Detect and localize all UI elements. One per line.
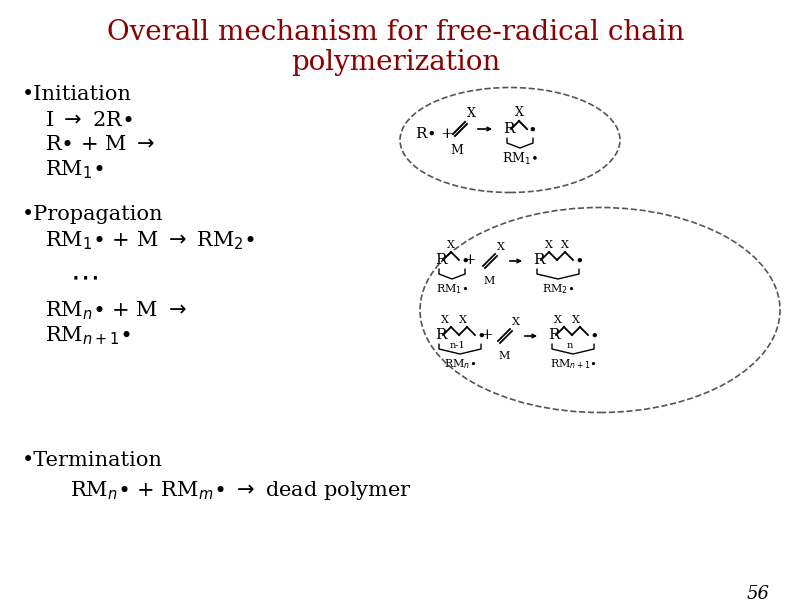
Text: R: R	[533, 253, 545, 267]
Text: X: X	[459, 315, 467, 325]
Text: RM$_1$$\bullet$: RM$_1$$\bullet$	[436, 282, 468, 296]
Text: $\cdots$: $\cdots$	[70, 263, 98, 291]
Text: R: R	[435, 328, 447, 342]
Text: M: M	[498, 351, 510, 361]
Text: RM$_{n+1}$$\bullet$: RM$_{n+1}$$\bullet$	[550, 357, 596, 371]
Text: X: X	[561, 240, 569, 250]
Text: RM$_n$$\bullet$ + RM$_m$$\bullet$ $\rightarrow$ dead polymer: RM$_n$$\bullet$ + RM$_m$$\bullet$ $\righ…	[70, 479, 412, 501]
Text: X: X	[447, 240, 455, 250]
Text: X: X	[515, 106, 524, 119]
Text: X: X	[497, 242, 505, 252]
Text: R: R	[435, 253, 447, 267]
Text: •Initiation: •Initiation	[22, 86, 132, 105]
Text: $\bullet$: $\bullet$	[574, 253, 583, 267]
Text: n-1: n-1	[449, 341, 465, 350]
Text: R$\bullet$ +: R$\bullet$ +	[415, 125, 454, 141]
Text: $\bullet$: $\bullet$	[460, 253, 469, 267]
Text: polymerization: polymerization	[291, 48, 501, 75]
Text: X: X	[512, 317, 520, 327]
Text: RM$_1$$\bullet$ + M $\rightarrow$ RM$_2$$\bullet$: RM$_1$$\bullet$ + M $\rightarrow$ RM$_2$…	[45, 230, 255, 252]
Text: +: +	[481, 328, 493, 342]
Text: M: M	[483, 276, 495, 286]
Text: R$\bullet$ + M $\rightarrow$: R$\bullet$ + M $\rightarrow$	[45, 135, 155, 154]
Text: RM$_n$$\bullet$ + M $\rightarrow$: RM$_n$$\bullet$ + M $\rightarrow$	[45, 300, 187, 323]
Text: X: X	[467, 107, 476, 120]
Text: RM$_n$$\bullet$: RM$_n$$\bullet$	[444, 357, 476, 371]
Text: X: X	[441, 315, 449, 325]
Text: RM$_2$$\bullet$: RM$_2$$\bullet$	[542, 282, 574, 296]
Text: n: n	[567, 341, 573, 350]
Text: 56: 56	[747, 585, 770, 603]
Text: I $\rightarrow$ 2R$\bullet$: I $\rightarrow$ 2R$\bullet$	[45, 111, 133, 130]
Text: •Termination: •Termination	[22, 450, 163, 469]
Text: RM$_1$$\bullet$: RM$_1$$\bullet$	[502, 151, 538, 167]
Text: $\bullet$: $\bullet$	[476, 328, 485, 342]
Text: X: X	[554, 315, 562, 325]
Text: R: R	[548, 328, 559, 342]
Text: R: R	[503, 122, 515, 136]
Text: +: +	[463, 253, 476, 267]
Text: $\bullet$: $\bullet$	[527, 122, 536, 136]
Text: M: M	[451, 144, 463, 157]
Text: Overall mechanism for free-radical chain: Overall mechanism for free-radical chain	[107, 18, 685, 45]
Text: $\bullet$: $\bullet$	[589, 328, 598, 342]
Text: X: X	[572, 315, 580, 325]
Text: X: X	[545, 240, 553, 250]
Text: •Propagation: •Propagation	[22, 206, 163, 225]
Text: RM$_{n+1}$$\bullet$: RM$_{n+1}$$\bullet$	[45, 325, 131, 347]
Text: RM$_1$$\bullet$: RM$_1$$\bullet$	[45, 159, 104, 181]
